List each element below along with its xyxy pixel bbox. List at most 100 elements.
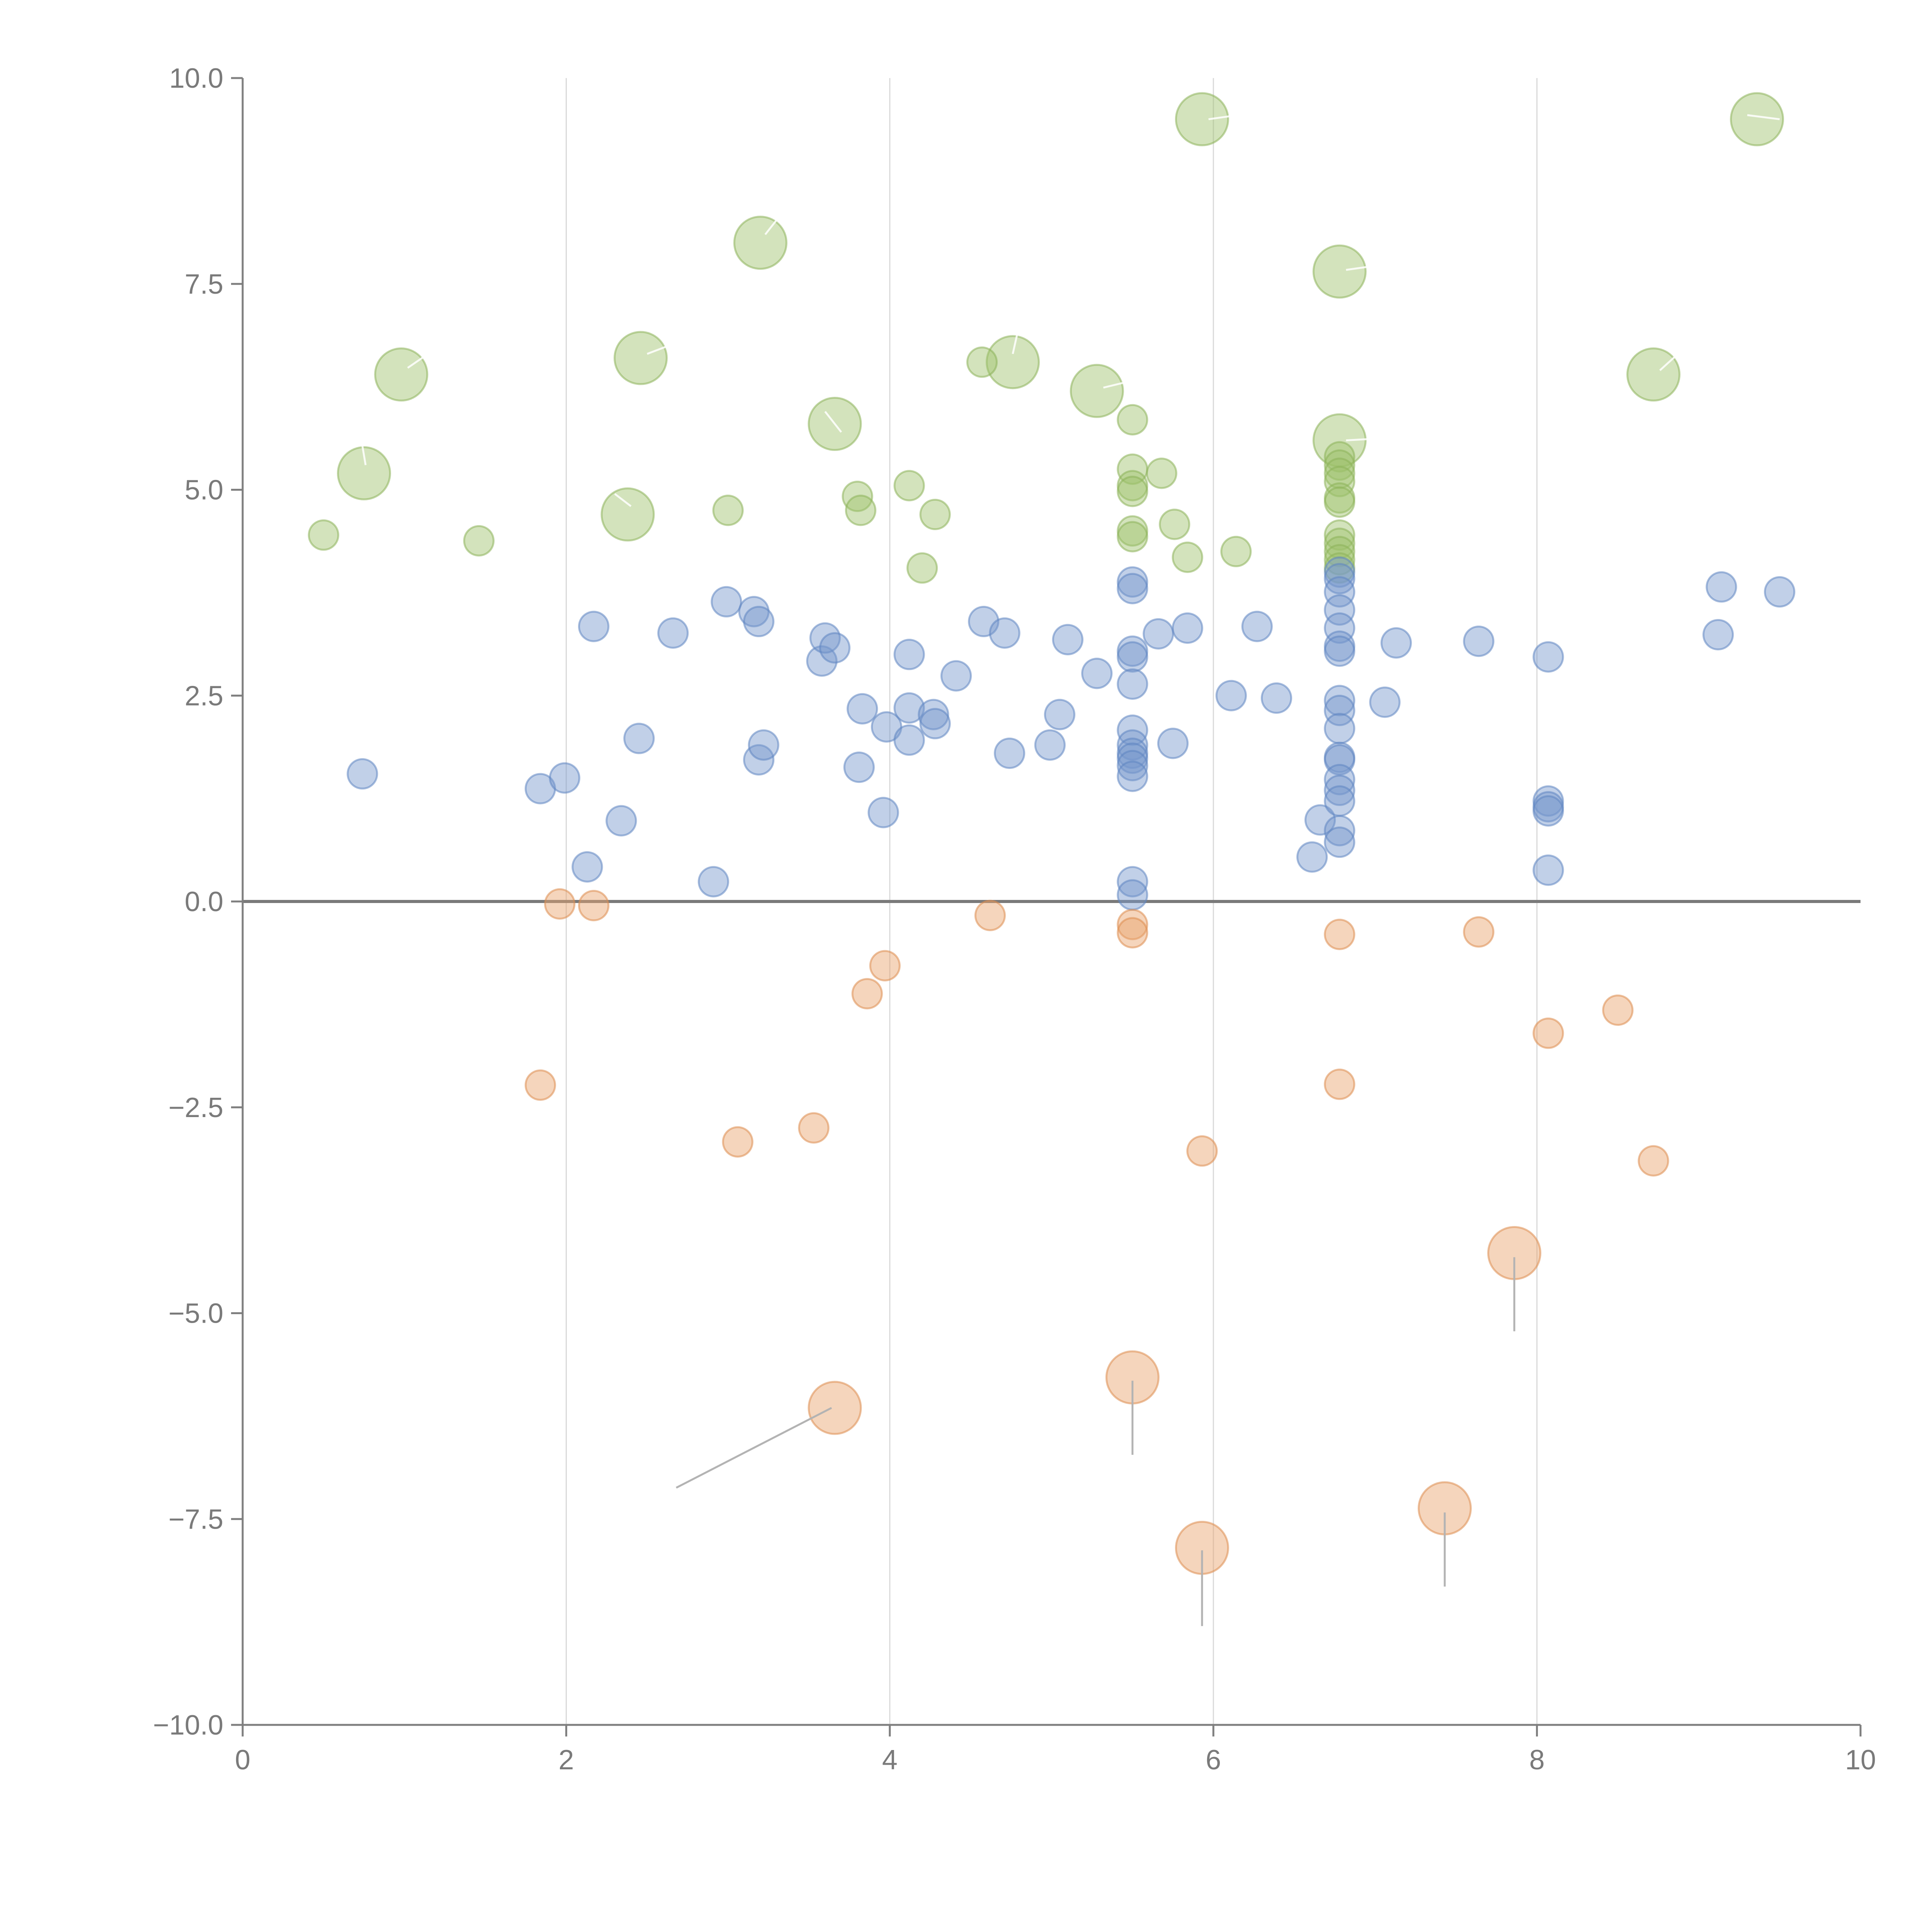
green-large-point — [1730, 92, 1784, 146]
orange-small-point — [974, 900, 1006, 931]
leader-line — [1346, 437, 1376, 442]
green-large-point — [337, 446, 391, 500]
blue-point — [1324, 785, 1355, 817]
green-small-point — [712, 495, 744, 526]
green-small-point — [1117, 476, 1148, 507]
blue-point — [989, 617, 1020, 649]
green-large-point — [1312, 244, 1367, 299]
blue-point — [1324, 764, 1355, 796]
blue-point — [843, 752, 875, 783]
blue-point — [1260, 682, 1293, 714]
x-tick-label: 6 — [1206, 1745, 1221, 1776]
blue-point — [1117, 566, 1148, 598]
orange-small-point — [851, 978, 883, 1010]
leader-line — [1012, 325, 1020, 354]
blue-point — [1034, 729, 1066, 761]
green-small-point — [1172, 541, 1203, 573]
blue-point — [847, 693, 878, 724]
green-large-point — [733, 216, 787, 270]
green-small-point — [1220, 536, 1252, 567]
orange-small-point — [1324, 1068, 1355, 1100]
annotation-leader-lines — [360, 114, 1780, 1626]
blue-point — [1117, 742, 1148, 774]
leader-line — [824, 411, 842, 433]
blue-point — [743, 605, 775, 638]
blue-point — [657, 617, 689, 649]
green-small-point — [966, 346, 998, 378]
x-axis-ticks: 0 2 4 6 8 10 — [235, 1725, 1876, 1776]
blue-point — [1324, 774, 1355, 806]
blue-point — [1324, 612, 1355, 644]
green-large-point — [1070, 364, 1124, 418]
blue-point — [1157, 728, 1189, 759]
leader-line — [764, 213, 782, 235]
leader-line — [1103, 378, 1141, 389]
blue-point — [1532, 641, 1564, 673]
green-large-point — [374, 347, 429, 402]
green-small-point — [1159, 509, 1190, 540]
data-points — [308, 92, 1796, 1575]
blue-point — [918, 699, 949, 730]
blue-point — [1324, 563, 1355, 595]
green-small-point — [1324, 486, 1355, 518]
green-large-point — [614, 331, 668, 385]
blue-point — [1081, 658, 1113, 689]
leader-line — [675, 1407, 832, 1489]
x-tick-label: 8 — [1529, 1745, 1545, 1776]
leader-line — [1659, 349, 1684, 371]
blue-point — [1463, 626, 1495, 657]
orange-small-point — [1186, 1135, 1218, 1167]
x-tick-label: 2 — [558, 1745, 574, 1776]
orange-small-point — [544, 888, 576, 920]
y-tick-label: −10.0 — [153, 1710, 223, 1741]
y-tick-label: 5.0 — [185, 475, 223, 506]
green-small-point — [308, 519, 339, 551]
leader-line — [1346, 265, 1376, 271]
blue-point — [1304, 804, 1336, 836]
leader-line — [646, 340, 680, 355]
green-small-point — [463, 525, 495, 557]
blue-point — [1324, 576, 1355, 608]
blue-point — [1324, 713, 1355, 745]
y-tick-label: 0.0 — [185, 886, 223, 917]
blue-point — [1117, 668, 1148, 700]
blue-point — [1324, 826, 1355, 858]
blue-point — [697, 866, 730, 898]
y-tick-label: −5.0 — [168, 1298, 223, 1329]
leader-line — [1208, 114, 1238, 121]
green-large-point — [1175, 92, 1229, 146]
x-tick-label: 10 — [1845, 1745, 1876, 1776]
blue-point — [1172, 612, 1203, 644]
y-tick-label: 10.0 — [169, 63, 223, 94]
leader-line — [407, 345, 441, 369]
orange-small-point — [798, 1112, 830, 1144]
y-axis-ticks: 10.0 7.5 5.0 2.5 0.0 −2.5 −5.0 −7.5 −10.0 — [153, 63, 243, 1741]
blue-point — [1044, 699, 1076, 730]
leader-line — [614, 493, 632, 507]
blue-point — [919, 708, 951, 740]
blue-point — [1324, 635, 1355, 667]
blue-point — [711, 586, 742, 617]
orange-large-point — [808, 1381, 862, 1435]
blue-point — [1324, 685, 1355, 716]
green-small-point — [1324, 519, 1355, 551]
orange-small-point — [1532, 1017, 1564, 1049]
green-small-point — [1324, 544, 1355, 576]
green-small-point — [893, 470, 925, 502]
blue-point — [605, 805, 637, 837]
green-large-point — [600, 487, 655, 542]
leader-line — [360, 436, 367, 465]
blue-point — [1052, 624, 1083, 655]
blue-point — [1532, 795, 1564, 827]
blue-point — [578, 611, 610, 642]
blue-point — [1324, 815, 1355, 847]
blue-point — [1296, 841, 1328, 873]
blue-point — [623, 723, 655, 754]
blue-point — [1369, 686, 1401, 718]
orange-small-point — [1117, 917, 1148, 949]
y-tick-label: 7.5 — [185, 269, 223, 300]
blue-point — [1117, 641, 1148, 673]
leader-line — [1747, 114, 1780, 121]
blue-point — [1117, 750, 1148, 781]
